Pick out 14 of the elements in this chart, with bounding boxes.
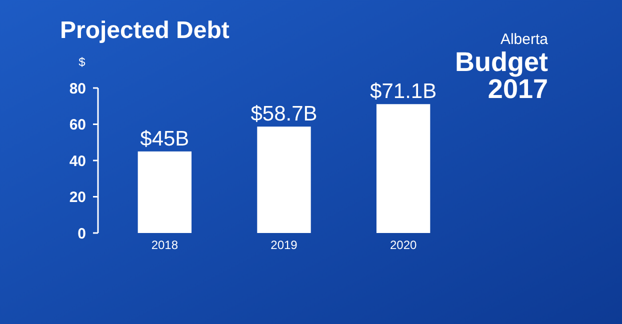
data-label: $45B [140, 127, 190, 150]
annotation: Alberta Budget 2017 [455, 31, 549, 104]
x-tick-label: 2020 [390, 238, 417, 252]
data-label: $71.1B [370, 80, 437, 104]
y-tick-label: 60 [69, 116, 86, 134]
chart-title: Projected Debt [60, 17, 230, 44]
y-tick-label: 80 [69, 80, 86, 98]
y-tick-label: 40 [69, 152, 86, 170]
y-tick-label: 0 [78, 225, 86, 242]
data-label: $58.7B [250, 102, 318, 126]
y-tick-label: 20 [69, 189, 86, 206]
y-axis-title: $ [78, 55, 86, 69]
x-tick-label: 2019 [270, 238, 298, 252]
x-tick-label: 2018 [151, 238, 178, 252]
